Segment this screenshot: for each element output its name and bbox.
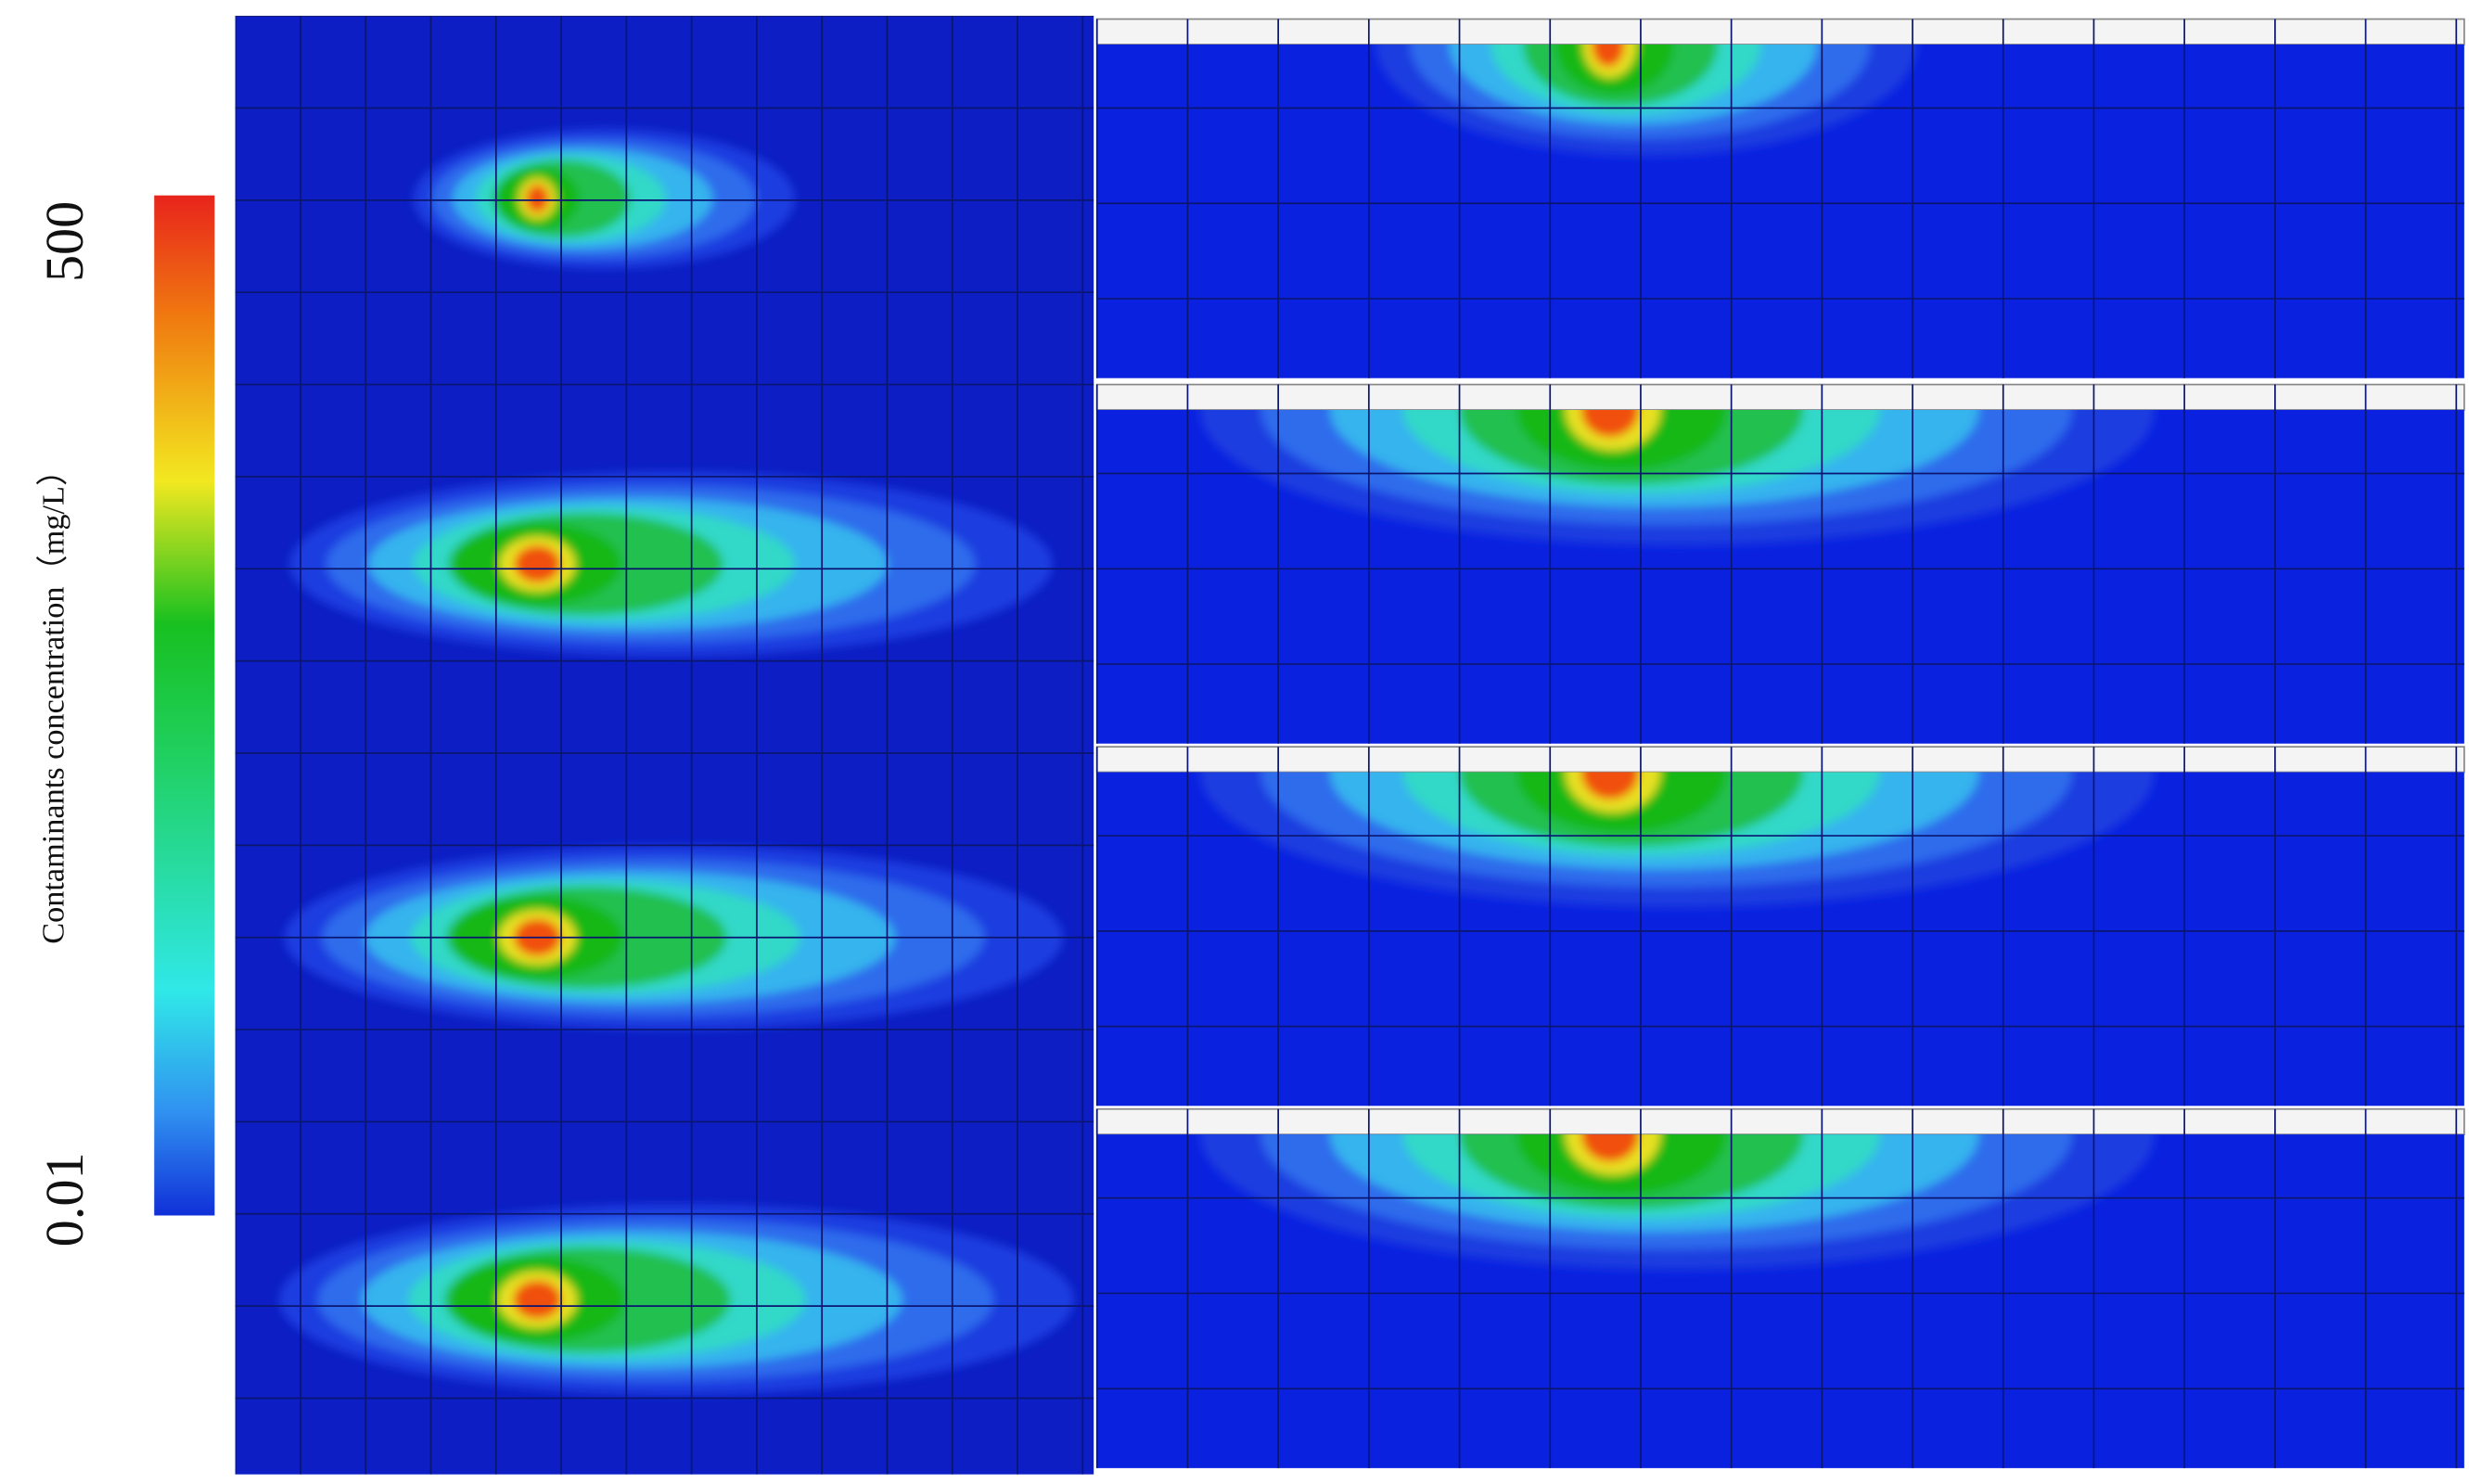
plume xyxy=(1200,1134,2155,1270)
ground-surface xyxy=(1095,18,2465,45)
plume xyxy=(1200,409,2155,545)
plume-layer xyxy=(526,185,549,213)
plume xyxy=(288,471,1053,657)
ground-surface xyxy=(1095,746,2465,774)
colorbar xyxy=(154,195,215,1216)
plume-layer xyxy=(1581,772,1639,800)
ground-surface xyxy=(1095,383,2465,411)
plume xyxy=(413,128,796,269)
colorbar-min: 0.01 xyxy=(34,1152,95,1247)
profile-views xyxy=(1095,18,2465,1468)
plume-layer xyxy=(513,1280,562,1319)
plume-layer xyxy=(1592,44,1625,67)
colorbar-max: 500 xyxy=(34,201,95,282)
plume-layer xyxy=(1581,1134,1639,1162)
plume-layer xyxy=(514,545,561,583)
plan-view xyxy=(235,16,1094,1475)
ground-surface xyxy=(1095,1107,2465,1135)
plume-layer xyxy=(1581,409,1639,438)
plume xyxy=(278,1204,1074,1396)
colorbar-label: Contaminants concentration（mg/L） xyxy=(36,454,71,944)
